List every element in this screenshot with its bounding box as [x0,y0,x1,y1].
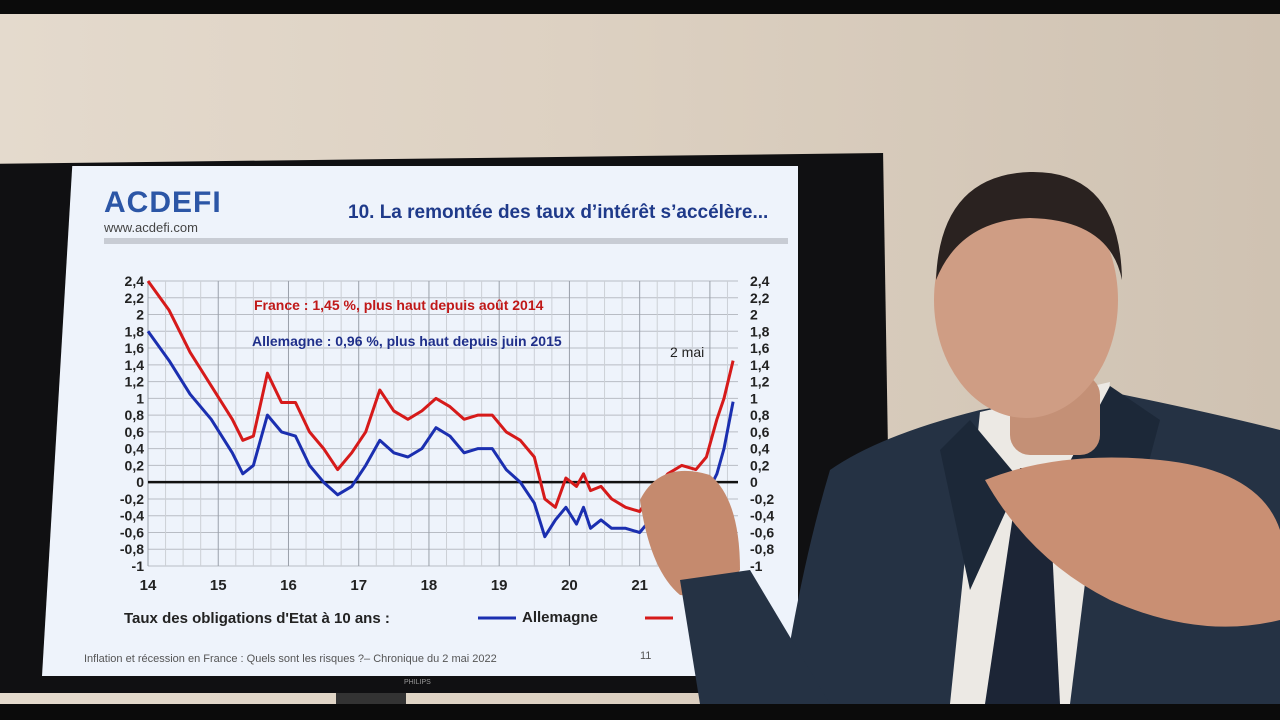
x-tick-label: 16 [280,577,297,594]
y-tick-label-right: 1 [750,390,758,406]
x-tick-label: 15 [210,577,227,594]
y-tick-label-left: 0,2 [125,457,145,473]
y-tick-label-left: -1 [132,558,145,574]
y-tick-label-left: 1,8 [125,323,145,339]
x-tick-label: 17 [350,577,367,594]
y-tick-label-right: -0,2 [750,491,774,507]
y-tick-label-right: 1,6 [750,340,770,356]
slide-page-number: 11 [640,650,652,662]
y-tick-label-right: 0,6 [750,424,770,440]
legend-label-allemagne: Allemagne [522,609,598,626]
y-tick-label-right: 1,8 [750,323,770,339]
left-hand [640,470,740,596]
x-tick-label: 19 [491,577,508,594]
annotation-date: 2 mai [670,344,704,360]
legend-swatch-france [645,616,673,620]
y-tick-label-right: 0,8 [750,407,770,423]
x-tick-label: 14 [140,577,157,594]
legend-swatch-allemagne [478,616,516,620]
x-tick-label: 21 [631,577,648,594]
y-tick-label-right: 0,4 [750,441,770,457]
head [934,182,1118,418]
x-tick-label: 18 [421,577,438,594]
y-tick-label-left: 1 [136,390,144,406]
left-sleeve [680,570,830,704]
y-tick-label-right: -1 [750,558,763,574]
y-tick-label-right: -0,4 [750,508,774,524]
y-tick-label-right: 1,4 [750,357,770,373]
tv-stand [336,693,406,704]
annotation-france: France : 1,45 %, plus haut depuis août 2… [254,297,544,313]
lapel-left [940,420,1020,590]
y-tick-label-left: -0,2 [120,491,144,507]
letterbox-bottom [0,704,1280,720]
y-tick-label-right: 2,4 [750,273,770,289]
y-tick-label-right: -0,6 [750,524,774,540]
y-tick-label-right: 0 [750,474,758,490]
legend-caption: Taux des obligations d'Etat à 10 ans : [124,610,390,627]
hair [936,171,1122,280]
right-hand [985,457,1280,627]
y-tick-label-left: 0,4 [125,441,145,457]
title-divider [104,238,788,244]
presenter [640,171,1280,704]
y-tick-label-left: -0,4 [120,508,144,524]
y-tick-label-right: -0,8 [750,541,774,557]
slide-logo-url: www.acdefi.com [104,220,198,235]
presentation-slide: ACDEFI www.acdefi.com 10. La remontée de… [42,166,798,676]
y-tick-label-left: 1,6 [125,340,145,356]
y-tick-label-left: 1,2 [125,374,145,390]
y-tick-label-left: 0,8 [125,407,145,423]
x-tick-label: 20 [561,577,578,594]
y-tick-label-left: 1,4 [125,357,145,373]
slide-title: 10. La remontée des taux d’intérêt s’acc… [348,202,769,223]
y-tick-label-left: 0,6 [125,424,145,440]
y-tick-label-left: 2 [136,307,144,323]
y-tick-label-right: 1,2 [750,374,770,390]
slide-logo: ACDEFI [104,186,222,219]
y-tick-label-left: 2,2 [125,290,145,306]
y-tick-label-left: 0 [136,474,144,490]
letterbox-top [0,0,1280,14]
y-tick-label-left: 2,4 [125,273,145,289]
tv-brand-logo: PHILIPS [404,679,431,686]
y-tick-label-right: 2,2 [750,290,770,306]
y-tick-label-right: 2 [750,307,758,323]
annotation-allemagne: Allemagne : 0,96 %, plus haut depuis jui… [252,333,562,349]
y-tick-label-left: -0,8 [120,541,144,557]
y-tick-label-right: 0,2 [750,457,770,473]
slide-footer: Inflation et récession en France : Quels… [84,653,497,665]
y-tick-label-left: -0,6 [120,524,144,540]
